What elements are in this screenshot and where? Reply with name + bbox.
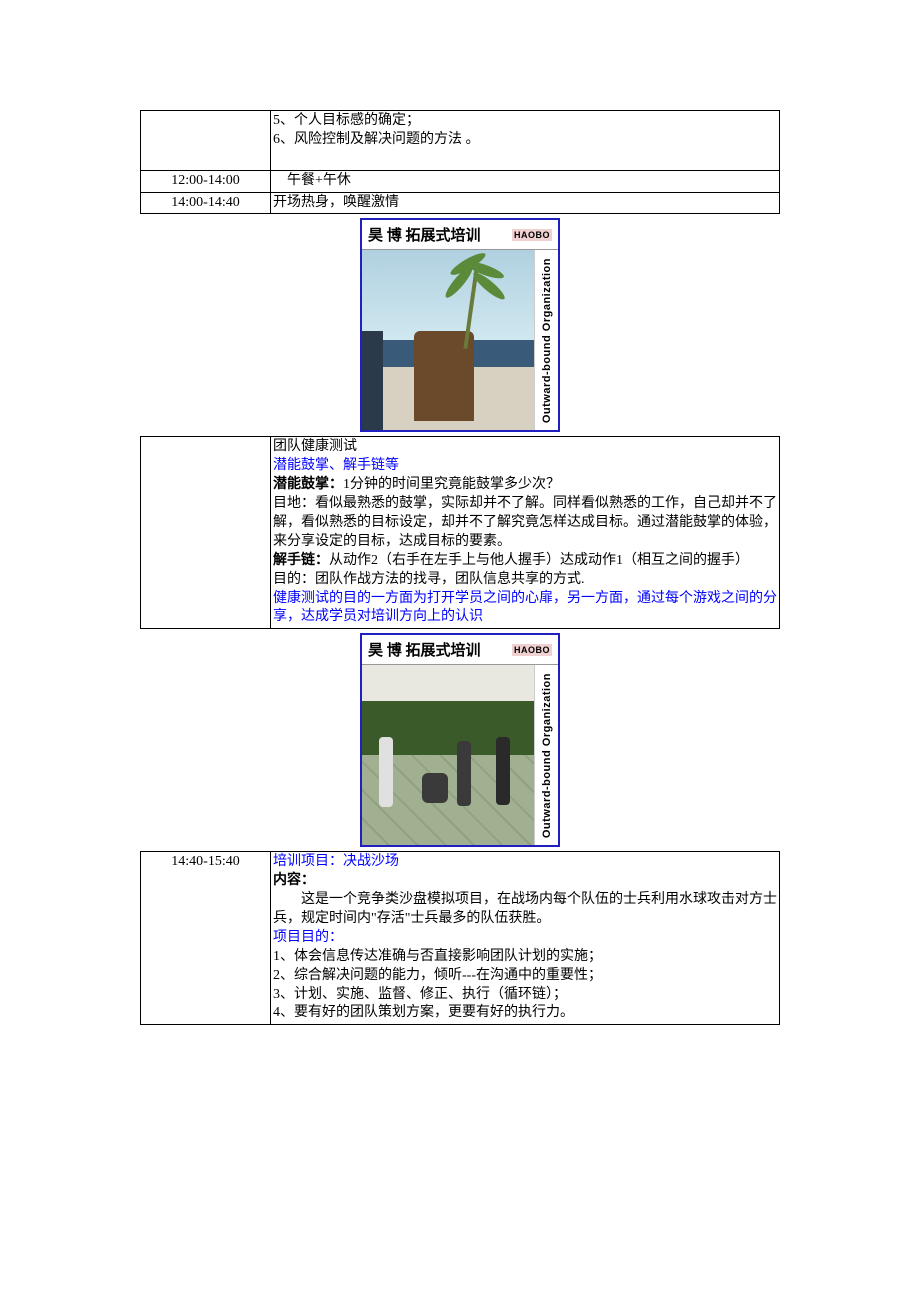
- card-photo-beach: [362, 250, 534, 430]
- card-header-1: 昊 博 拓展式培训 HAOBO: [362, 220, 558, 250]
- card-body-1: Outward-bound Organization: [362, 250, 558, 430]
- clap-body: 目地：看似最熟悉的鼓掌，实际却并不了解。同样看似熟悉的工作，自己却并不了解，看似…: [273, 495, 777, 552]
- row-goals-continued: 5、个人目标感的确定； 6、风险控制及解决问题的方法 。: [141, 111, 780, 171]
- time-warmup: 14:00-14:40: [141, 192, 271, 214]
- row-team-health: 团队健康测试 潜能鼓掌、解手链等 潜能鼓掌：1分钟的时间里究竟能鼓掌多少次？ 目…: [141, 437, 780, 629]
- time-cell-empty-2: [141, 437, 271, 629]
- image-card-2: 昊 博 拓展式培训 HAOBO Outward-bound Organizati…: [360, 633, 560, 847]
- card-photo-park: [362, 665, 534, 845]
- clap-line: 潜能鼓掌：1分钟的时间里究竟能鼓掌多少次？: [273, 476, 777, 495]
- card-side-text-2: Outward-bound Organization: [541, 673, 553, 838]
- content-warmup: 开场热身，唤醒激情: [271, 192, 780, 214]
- card-body-2: Outward-bound Organization: [362, 665, 558, 845]
- content-lunch: 午餐+午休: [271, 170, 780, 192]
- row-battle: 14:40-15:40 培训项目：决战沙场 内容： 这是一个竞争类沙盘模拟项目，…: [141, 852, 780, 1025]
- battle-content-body: 这是一个竞争类沙盘模拟项目，在战场内每个队伍的士兵利用水球攻击对方士兵，规定时间…: [273, 891, 777, 929]
- time-battle: 14:40-15:40: [141, 852, 271, 1025]
- team-health-sub: 潜能鼓掌、解手链等: [273, 457, 777, 476]
- card-side-1: Outward-bound Organization: [534, 250, 558, 430]
- battle-goal-2: 2、综合解决问题的能力，倾听---在沟通中的重要性；: [273, 967, 777, 986]
- card-title-1: 昊 博 拓展式培训: [368, 224, 481, 245]
- row-warmup: 14:00-14:40 开场热身，唤醒激情: [141, 192, 780, 214]
- battle-goal-label: 项目目的：: [273, 929, 777, 948]
- card-side-2: Outward-bound Organization: [534, 665, 558, 845]
- card-side-text-1: Outward-bound Organization: [541, 258, 553, 423]
- image-card-wrap-1: 昊 博 拓展式培训 HAOBO Outward-bound Organizati…: [140, 218, 780, 432]
- image-card-wrap-2: 昊 博 拓展式培训 HAOBO Outward-bound Organizati…: [140, 633, 780, 847]
- row-lunch: 12:00-14:00 午餐+午休: [141, 170, 780, 192]
- battle-goal-4: 4、要有好的团队策划方案，更要有好的执行力。: [273, 1004, 777, 1023]
- battle-goal-3: 3、计划、实施、监督、修正、执行（循环链）；: [273, 986, 777, 1005]
- chain-body: 从动作2（右手在左手上与他人握手）达成动作1（相互之间的握手）: [329, 553, 749, 568]
- image-card-1: 昊 博 拓展式培训 HAOBO Outward-bound Organizati…: [360, 218, 560, 432]
- battle-goal-1: 1、体会信息传达准确与否直接影响团队计划的实施；: [273, 948, 777, 967]
- blank-line: [273, 150, 777, 169]
- chain-line: 解手链：从动作2（右手在左手上与他人握手）达成动作1（相互之间的握手）: [273, 552, 777, 571]
- clap-label: 潜能鼓掌：: [273, 477, 343, 492]
- team-health-summary: 健康测试的目的一方面为打开学员之间的心扉，另一方面，通过每个游戏之间的分享，达成…: [273, 590, 777, 628]
- time-cell-empty-1: [141, 111, 271, 171]
- card-logo-2: HAOBO: [512, 644, 552, 656]
- card-header-2: 昊 博 拓展式培训 HAOBO: [362, 635, 558, 665]
- time-lunch: 12:00-14:00: [141, 170, 271, 192]
- chain-goal: 目的：团队作战方法的找寻，团队信息共享的方式.: [273, 571, 777, 590]
- card-title-2: 昊 博 拓展式培训: [368, 639, 481, 660]
- battle-content-label: 内容：: [273, 872, 777, 891]
- schedule-table-part2: 团队健康测试 潜能鼓掌、解手链等 潜能鼓掌：1分钟的时间里究竟能鼓掌多少次？ 目…: [140, 436, 780, 629]
- clap-question: 1分钟的时间里究竟能鼓掌多少次？: [343, 477, 560, 492]
- battle-project-label: 培训项目：决战沙场: [273, 853, 777, 872]
- content-team-health: 团队健康测试 潜能鼓掌、解手链等 潜能鼓掌：1分钟的时间里究竟能鼓掌多少次？ 目…: [271, 437, 780, 629]
- card-logo-1: HAOBO: [512, 229, 552, 241]
- schedule-table-part1: 5、个人目标感的确定； 6、风险控制及解决问题的方法 。 12:00-14:00…: [140, 110, 780, 214]
- goal-line-5: 5、个人目标感的确定；: [273, 112, 777, 131]
- schedule-table-part3: 14:40-15:40 培训项目：决战沙场 内容： 这是一个竞争类沙盘模拟项目，…: [140, 851, 780, 1025]
- content-cell-goals: 5、个人目标感的确定； 6、风险控制及解决问题的方法 。: [271, 111, 780, 171]
- chain-label: 解手链：: [273, 553, 329, 568]
- team-health-title: 团队健康测试: [273, 438, 777, 457]
- content-battle: 培训项目：决战沙场 内容： 这是一个竞争类沙盘模拟项目，在战场内每个队伍的士兵利…: [271, 852, 780, 1025]
- goal-line-6: 6、风险控制及解决问题的方法 。: [273, 131, 777, 150]
